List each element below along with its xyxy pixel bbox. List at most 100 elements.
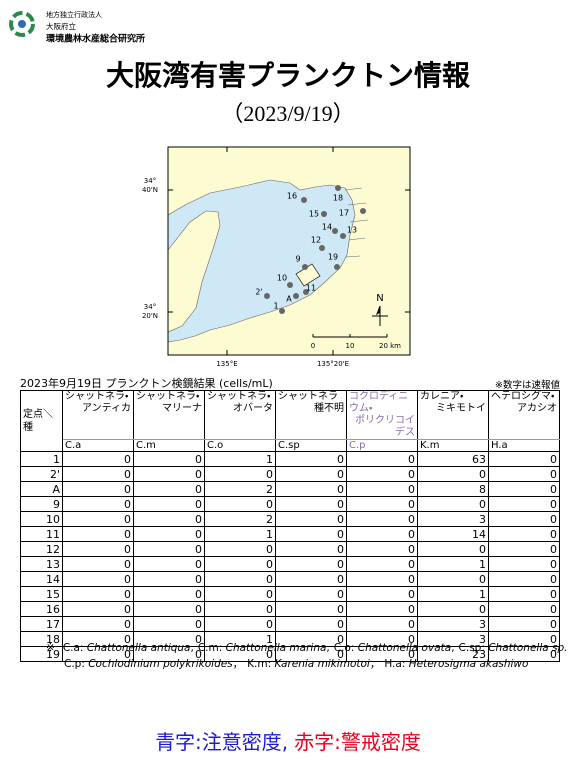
count-cell: 0 [133,556,205,572]
count-cell: 1 [204,526,276,542]
caption-unit: (cells/mL) [219,377,273,390]
count-cell: 0 [62,586,134,602]
species-code: C.m [133,439,205,452]
north-label: N [376,293,383,304]
count-cell: 0 [133,451,205,467]
species-name-line: コクロディニウム・ [349,391,409,414]
count-cell: 0 [275,541,347,557]
count-cell: 0 [275,571,347,587]
date: （2023/9/19） [221,101,354,126]
count-cell: 0 [275,616,347,632]
species-name: シャットネラ・ アンティカ [62,390,134,440]
station-dot [319,245,325,251]
station-cell: 10 [20,511,63,527]
table-note: ※数字は速報値 [495,380,560,391]
count-cell: 0 [133,541,205,557]
scale-label: 0 [311,342,315,350]
station-dot [334,264,340,270]
count-cell: 0 [488,616,560,632]
count-cell: 2 [204,511,276,527]
count-cell: 0 [133,526,205,542]
station-dot [360,208,366,214]
count-cell: 0 [204,541,276,557]
scale-label: 10 [346,342,355,350]
count-cell: 0 [275,586,347,602]
station-cell: 12 [20,541,63,557]
count-cell: 0 [62,466,134,482]
count-cell: 0 [346,586,418,602]
awaji-island [167,210,221,333]
count-cell: 0 [417,496,489,512]
species-name-line: シャットネラ・ [65,391,129,402]
footnote-item: H.a: Heterosigma akashiwo [384,656,528,672]
station-dot [335,185,341,191]
species-latin: Heterosigma akashiwo [408,658,529,670]
count-cell: 0 [62,526,134,542]
station-dot [340,233,346,239]
species-latin: Chattonella sp. [488,642,568,654]
species-code: C.o: [333,642,355,654]
count-cell: 0 [275,481,347,497]
separator: , [190,642,194,654]
species-name-line: オバータ [233,403,273,414]
station-dot [287,282,293,288]
scale-label: 20 km [379,342,401,350]
lat-label: 20'N [142,312,158,320]
species-name-line: マリーナ [162,403,202,414]
legend: 青字:注意密度, 赤字:警戒密度 [0,726,576,755]
station-label: A [286,295,292,304]
count-cell: 0 [488,451,560,467]
species-code: K.m [417,439,489,452]
count-cell: 0 [275,496,347,512]
station-dot [301,197,307,203]
count-cell: 0 [346,466,418,482]
count-cell: 0 [62,601,134,617]
count-cell: 0 [204,496,276,512]
station-cell: 16 [20,601,63,617]
count-cell: 0 [488,481,560,497]
station-label: 19 [328,253,338,262]
count-cell: 8 [417,481,489,497]
count-cell: 0 [275,556,347,572]
lat-label: 34° [144,177,156,185]
data-row: 16 0 0 0 0 0 0 0 [20,601,560,617]
count-cell: 0 [346,526,418,542]
count-cell: 0 [346,481,418,497]
org-line: 地方独立行政法人 [46,10,102,19]
station-dot [332,228,338,234]
count-cell: 0 [417,541,489,557]
data-row: 14 0 0 0 0 0 0 0 [20,571,560,587]
species-name: シャットネラ・ マリーナ [133,390,205,440]
footnote-item: C.p: Cochlodinium polykrikoides， [64,656,243,672]
count-cell: 3 [417,616,489,632]
species-code: C.o [204,439,276,452]
count-cell: 0 [346,556,418,572]
species-latin: Karenia mikimotoi [274,658,370,670]
species-name-line: シャットネラ [278,391,338,402]
count-cell: 0 [417,571,489,587]
logo [9,11,35,37]
reclaimed-land [344,187,369,258]
footnote-item: K.m: Karenia mikimotoi， [247,656,380,672]
data-row: 18 0 0 1 0 0 3 0 [20,631,560,647]
logo-core [18,20,26,28]
species-name: シャットネラ・ オバータ [204,390,276,440]
count-cell: 0 [488,586,560,602]
footnote-item: C.o: Chattonella ovata, [334,640,455,656]
count-cell: 0 [204,466,276,482]
logo-ring [9,11,35,37]
count-cell: 0 [133,466,205,482]
station-label: 10 [277,274,287,283]
header-and-map: 地方独立行政法人 大阪府立 環境農林水産総合研究所 大阪湾有害プランクトン情報 … [9,10,471,368]
count-cell: 0 [488,466,560,482]
separator: , [451,642,455,654]
count-cell: 0 [62,616,134,632]
species-name-line: アンティカ [82,403,131,414]
lat-label: 34° [144,303,156,311]
species-name-line: 種不明 [314,403,344,414]
station-cell: 9 [20,496,63,512]
count-cell: 0 [62,511,134,527]
count-cell: 0 [488,496,560,512]
